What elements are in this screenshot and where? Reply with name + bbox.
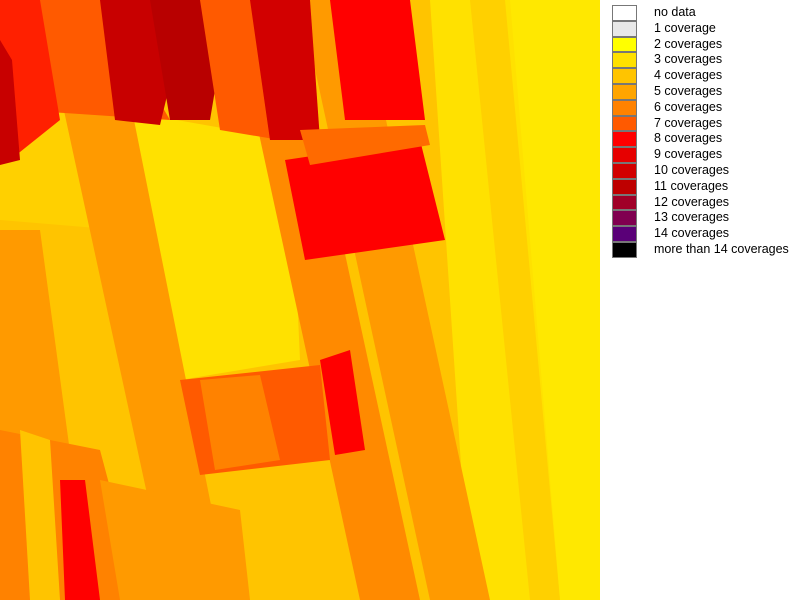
legend-item: more than 14 coverages — [612, 241, 796, 258]
coverage-block-top-mid-dark — [250, 0, 320, 140]
legend-label: 6 coverages — [654, 99, 723, 114]
legend-swatch — [612, 210, 637, 227]
legend-label: 5 coverages — [654, 83, 723, 98]
coverage-block-lower-red — [320, 350, 365, 455]
legend-label: 3 coverages — [654, 52, 723, 67]
coverage-strip-a — [40, 0, 230, 600]
legend-swatch — [612, 241, 637, 258]
legend-item: 5 coverages — [612, 83, 796, 100]
legend-swatch — [612, 162, 637, 179]
legend-label: 13 coverages — [654, 210, 730, 225]
coverage-block-top-right-red — [330, 0, 425, 120]
coverage-block-center-edge — [300, 125, 430, 165]
legend-swatch — [612, 99, 637, 116]
legend-item: 10 coverages — [612, 162, 796, 179]
coverage-strip-right-2 — [510, 0, 600, 600]
legend-label: 7 coverages — [654, 115, 723, 130]
legend-label: more than 14 coverages — [654, 241, 789, 256]
legend-swatch — [612, 131, 637, 148]
legend-swatch — [612, 36, 637, 53]
coverage-block-center-red — [285, 140, 445, 260]
legend-label: 11 coverages — [654, 178, 729, 193]
legend-label: 8 coverages — [654, 131, 723, 146]
legend-swatch — [612, 147, 637, 163]
coverage-strip-bottom-red — [60, 480, 100, 600]
legend-swatch — [612, 5, 637, 21]
coverage-strip-right-3 — [470, 0, 560, 600]
legend-swatch — [612, 194, 637, 211]
legend-swatch — [612, 178, 637, 195]
coverage-strip-b — [230, 0, 420, 600]
legend-item: 14 coverages — [612, 226, 796, 242]
legend-label: 12 coverages — [654, 194, 730, 209]
legend-item: 1 coverage — [612, 20, 796, 37]
legend-swatch — [612, 83, 637, 100]
legend-label: 14 coverages — [654, 226, 730, 241]
legend-label: 1 coverage — [654, 20, 716, 35]
legend-label: no data — [654, 5, 696, 19]
legend-item: 11 coverages — [612, 178, 796, 195]
legend-label: 9 coverages — [654, 147, 723, 162]
legend-swatch — [612, 115, 637, 132]
legend-label: 4 coverages — [654, 68, 723, 83]
coverage-block-bottom-center — [100, 480, 250, 600]
legend-item: 7 coverages — [612, 115, 796, 132]
legend-item: 6 coverages — [612, 99, 796, 116]
coverage-strip-bottom-yellow — [20, 430, 60, 600]
legend-item: 3 coverages — [612, 52, 796, 69]
legend-item: 12 coverages — [612, 194, 796, 211]
legend-item: 13 coverages — [612, 210, 796, 227]
legend-swatch — [612, 52, 637, 69]
legend-label: 10 coverages — [654, 162, 730, 177]
legend-item: 8 coverages — [612, 131, 796, 148]
legend-item: 9 coverages — [612, 147, 796, 163]
legend-item: 4 coverages — [612, 68, 796, 84]
legend: no data 1 coverage 2 coverages 3 coverages 4… — [612, 5, 796, 258]
legend-item: no data — [612, 5, 796, 21]
legend-swatch — [612, 68, 637, 84]
coverage-map[interactable] — [0, 0, 600, 600]
coverage-block-dark-left — [0, 40, 20, 165]
legend-swatch — [612, 20, 637, 37]
coverage-map-raster — [0, 0, 600, 600]
legend-label: 2 coverages — [654, 36, 723, 51]
legend-item: 2 coverages — [612, 36, 796, 53]
coverage-block-lower-center-2 — [200, 375, 280, 470]
legend-swatch — [612, 226, 637, 242]
